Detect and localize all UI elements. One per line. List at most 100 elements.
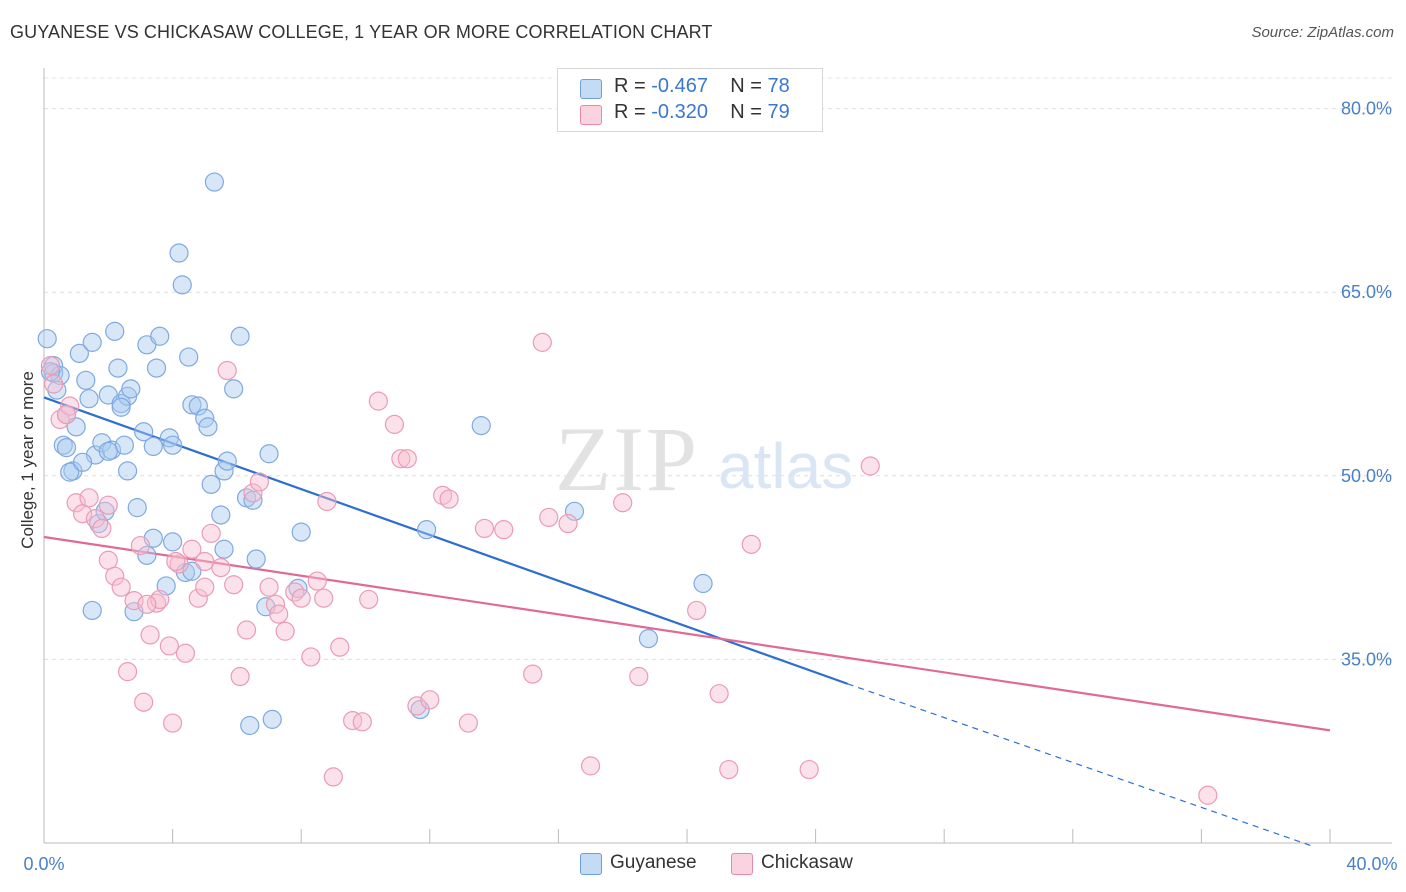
x-tick-label-max: 40.0%	[1346, 854, 1397, 874]
guyanese-point	[111, 397, 131, 417]
guyanese-point	[40, 362, 61, 382]
legend-r-value-1: -0.467	[651, 75, 708, 97]
guyanese-point	[143, 436, 163, 457]
chickasaw-point	[230, 666, 250, 687]
chickasaw-point	[391, 449, 411, 469]
chickasaw-point	[719, 759, 739, 780]
chickasaw-point	[166, 551, 186, 572]
chickasaw-point	[523, 664, 543, 684]
legend-swatch-guyanese	[580, 79, 602, 99]
guyanese-point	[243, 490, 263, 510]
chickasaw-point	[558, 513, 578, 534]
chickasaw-point	[79, 488, 99, 508]
chickasaw-point	[105, 566, 125, 586]
chickasaw-point	[40, 356, 61, 376]
chickasaw-point	[159, 636, 179, 656]
chickasaw-point	[249, 472, 270, 492]
bottom-legend-swatch-guyanese	[580, 853, 602, 875]
chickasaw-point	[494, 520, 514, 540]
guyanese-point	[137, 545, 157, 565]
guyanese-point	[693, 573, 713, 594]
chickasaw-point	[98, 550, 118, 570]
guyanese-point	[182, 395, 202, 415]
chickasaw-points	[40, 332, 1218, 805]
guyanese-point	[79, 389, 99, 409]
y-tick-label: 35.0%	[1341, 649, 1392, 669]
guyanese-point	[163, 532, 183, 552]
chickasaw-point	[384, 414, 405, 434]
chickasaw-point	[613, 493, 633, 513]
guyanese-point	[259, 444, 279, 464]
legend-r-value-2: -0.320	[651, 101, 708, 123]
chickasaw-point	[195, 577, 215, 597]
guyanese-point	[53, 435, 73, 455]
chickasaw-point	[224, 575, 244, 595]
guyanese-point	[262, 709, 282, 729]
guyanese-point	[101, 440, 122, 460]
chickasaw-point	[352, 712, 372, 732]
guyanese-point	[98, 441, 118, 461]
y-tick-label: 50.0%	[1341, 466, 1392, 486]
chickasaw-point	[243, 483, 263, 503]
guyanese-point	[204, 172, 224, 192]
chickasaw-point	[163, 713, 183, 733]
chickasaw-point	[860, 456, 880, 476]
guyanese-point	[246, 549, 266, 569]
x-tick-label-min: 0.0%	[23, 854, 64, 874]
chickasaw-point	[314, 588, 334, 608]
chickasaw-point	[323, 767, 343, 787]
guyanese-point	[188, 396, 208, 416]
guyanese-point	[121, 379, 141, 399]
legend: R = -0.467 N = 78 R = -0.320 N = 79	[557, 68, 823, 132]
chickasaw-point	[439, 489, 459, 509]
guyanese-point	[410, 699, 430, 720]
chickasaw-point	[175, 643, 196, 663]
chickasaw-point	[44, 374, 64, 394]
guyanese-point	[564, 501, 585, 521]
chickasaw-point	[150, 589, 170, 610]
chickasaw-point	[217, 360, 237, 381]
legend-n-value-2: 79	[767, 101, 790, 123]
bottom-legend-label-guyanese: Guyanese	[610, 852, 697, 873]
chickasaw-point	[687, 600, 707, 621]
guyanese-point	[76, 370, 96, 390]
guyanese-point	[230, 326, 250, 346]
guyanese-point	[201, 474, 221, 494]
chickasaw-point	[317, 491, 337, 512]
guyanese-point	[217, 451, 237, 471]
guyanese-point	[127, 498, 147, 518]
chickasaw-point	[169, 554, 189, 574]
watermark: ZIP atlas	[555, 408, 853, 510]
chickasaw-point	[269, 604, 289, 624]
chickasaw-point	[539, 507, 559, 528]
chickasaw-point	[188, 588, 208, 608]
y-axis-title: College, 1 year or more	[18, 371, 37, 549]
guyanese-point	[198, 417, 218, 437]
chickasaw-point	[397, 449, 417, 469]
chickasaw-point	[98, 495, 118, 515]
legend-r-label-1: R =	[614, 75, 652, 97]
guyanese-point	[416, 520, 437, 540]
guyanese-trend-line	[43, 396, 849, 685]
guyanese-point	[82, 332, 102, 352]
guyanese-point	[56, 438, 77, 458]
chickasaw-point	[275, 621, 295, 641]
guyanese-point	[169, 243, 189, 263]
guyanese-point	[105, 321, 125, 341]
guyanese-point	[471, 416, 491, 436]
chickasaw-point	[117, 662, 138, 682]
chickasaw-point	[1198, 785, 1218, 805]
guyanese-point	[211, 505, 231, 525]
chickasaw-point	[532, 332, 552, 352]
chickasaw-point	[146, 593, 167, 613]
tick-labels: 35.0% 50.0% 65.0% 80.0% 0.0% 40.0%	[23, 99, 1397, 874]
chickasaw-point	[201, 523, 221, 543]
legend-swatch-chickasaw	[580, 105, 602, 125]
guyanese-point	[69, 343, 89, 363]
guyanese-point	[114, 435, 134, 455]
guyanese-points	[37, 172, 713, 736]
guyanese-point	[163, 435, 183, 455]
guyanese-point	[150, 326, 170, 346]
chickasaw-point	[741, 534, 761, 554]
